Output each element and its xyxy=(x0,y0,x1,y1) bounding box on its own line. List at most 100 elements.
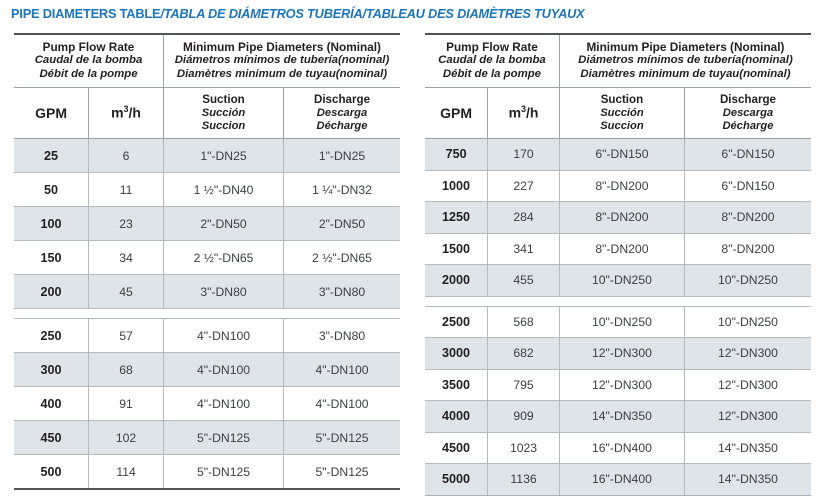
cell-discharge: 2 ½"-DN65 xyxy=(283,241,400,274)
table-row: 150 34 2 ½"-DN65 2 ½"-DN65 xyxy=(14,241,400,275)
table-row: 1500 341 8"-DN200 8"-DN200 xyxy=(425,233,811,265)
cell-discharge: 14"-DN350 xyxy=(683,432,811,463)
cell-m3h: 45 xyxy=(88,275,163,308)
cell-m3h: 91 xyxy=(88,387,163,420)
cell-m3h: 102 xyxy=(88,421,163,454)
cell-suction: 12"-DN300 xyxy=(558,338,684,369)
cell-m3h: 34 xyxy=(88,241,163,274)
cell-gpm: 750 xyxy=(445,147,467,162)
cell-gpm: 150 xyxy=(40,250,62,265)
cell-discharge: 10"-DN250 xyxy=(683,306,811,337)
cell-discharge: 10"-DN250 xyxy=(683,265,811,296)
table-section: 2500 568 10"-DN250 10"-DN250 3000 682 12"-DN30… xyxy=(425,306,811,495)
cell-discharge: 3"-DN80 xyxy=(283,319,400,352)
cell-discharge: 6"-DN150 xyxy=(683,170,811,201)
cell-suction: 4"-DN100 xyxy=(162,353,283,386)
header-pump-flow-rate: Pump Flow Rate Caudal de la bomba Débit … xyxy=(34,39,143,81)
cell-gpm: 450 xyxy=(40,430,62,445)
table-row: 450 102 5"-DN125 5"-DN125 xyxy=(14,421,400,455)
table-row: 1000 227 8"-DN200 6"-DN150 xyxy=(425,170,811,202)
cell-discharge: 4"-DN100 xyxy=(283,353,400,386)
cell-gpm: 1500 xyxy=(442,241,471,256)
header-gpm: GPM xyxy=(35,104,67,121)
page-title-fr: TABLEAU DES DIAMÈTRES TUYAUX xyxy=(365,6,585,21)
header-suction: Suction Succión Succion xyxy=(162,88,283,138)
cell-m3h: 682 xyxy=(487,338,559,369)
cell-suction: 12"-DN300 xyxy=(558,369,684,400)
table-row: 250 57 4"-DN100 3"-DN80 xyxy=(14,319,400,353)
cell-suction: 2"-DN50 xyxy=(162,207,283,240)
cell-m3h: 341 xyxy=(487,233,559,264)
cell-m3h: 909 xyxy=(487,401,559,432)
cell-suction: 16"-DN400 xyxy=(558,432,684,463)
table-header-columns: GPM m3/h Suction Succión Succion Dischar… xyxy=(425,88,811,139)
cell-gpm: 3500 xyxy=(442,377,471,392)
table-row: 500 114 5"-DN125 5"-DN125 xyxy=(14,455,400,488)
table-row: 400 91 4"-DN100 4"-DN100 xyxy=(14,387,400,421)
section-gap xyxy=(14,309,400,319)
cell-suction: 10"-DN250 xyxy=(558,265,684,296)
cell-m3h: 170 xyxy=(487,139,559,170)
table-section: 250 57 4"-DN100 3"-DN80 300 68 4"-DN100 4"-DN10… xyxy=(14,319,400,488)
header-suction: Suction Succión Succion xyxy=(558,88,684,138)
cell-discharge: 1 ¼"-DN32 xyxy=(283,173,400,206)
cell-suction: 5"-DN125 xyxy=(162,421,283,454)
cell-m3h: 455 xyxy=(487,265,559,296)
cell-suction: 8"-DN200 xyxy=(558,233,684,264)
header-discharge: Discharge Descarga Décharge xyxy=(283,88,400,138)
cell-suction: 2 ½"-DN65 xyxy=(162,241,283,274)
cell-gpm: 500 xyxy=(40,464,62,479)
header-discharge: Discharge Descarga Décharge xyxy=(683,88,811,138)
cell-discharge: 8"-DN200 xyxy=(683,233,811,264)
page-title: PIPE DIAMETERS TABLE/TABLA DE DIÁMETROS … xyxy=(11,6,585,21)
table-row: 4000 909 14"-DN350 12"-DN300 xyxy=(425,401,811,433)
cell-discharge: 12"-DN300 xyxy=(683,369,811,400)
table-section: 25 6 1"-DN25 1"-DN25 50 11 1 ½"-DN40 1 ¼"-DN32 1… xyxy=(14,139,400,309)
cell-discharge: 4"-DN100 xyxy=(283,387,400,420)
table-row: 1250 284 8"-DN200 8"-DN200 xyxy=(425,202,811,234)
table-row: 50 11 1 ½"-DN40 1 ¼"-DN32 xyxy=(14,173,400,207)
header-m3h: m3/h xyxy=(487,88,559,138)
cell-gpm: 50 xyxy=(44,182,59,197)
header-pump-flow-rate: Pump Flow Rate Caudal de la bomba Débit … xyxy=(438,39,546,81)
header-m3h: m3/h xyxy=(88,88,163,138)
cell-suction: 8"-DN200 xyxy=(558,170,684,201)
cell-gpm: 200 xyxy=(40,284,62,299)
table-section: 750 170 6"-DN150 6"-DN150 1000 227 8"-DN200 6"-… xyxy=(425,139,811,297)
cell-suction: 6"-DN150 xyxy=(558,139,684,170)
cell-gpm: 3000 xyxy=(442,346,471,361)
cell-discharge: 2"-DN50 xyxy=(283,207,400,240)
table-row: 3000 682 12"-DN300 12"-DN300 xyxy=(425,338,811,370)
cell-gpm: 400 xyxy=(40,396,62,411)
cell-gpm: 4000 xyxy=(442,409,471,424)
cell-suction: 4"-DN100 xyxy=(162,319,283,352)
cell-m3h: 227 xyxy=(487,170,559,201)
cell-m3h: 11 xyxy=(88,173,163,206)
cell-gpm: 100 xyxy=(40,216,62,231)
cell-suction: 10"-DN250 xyxy=(558,306,684,337)
cell-discharge: 3"-DN80 xyxy=(283,275,400,308)
table-row: 2500 568 10"-DN250 10"-DN250 xyxy=(425,306,811,338)
cell-suction: 3"-DN80 xyxy=(162,275,283,308)
cell-gpm: 1000 xyxy=(442,178,471,193)
header-min-pipe-diameters: Minimum Pipe Diameters (Nominal) Diámetr… xyxy=(162,35,400,87)
cell-discharge: 12"-DN300 xyxy=(683,401,811,432)
cell-gpm: 2500 xyxy=(442,314,471,329)
cell-discharge: 14"-DN350 xyxy=(683,464,811,495)
cell-m3h: 23 xyxy=(88,207,163,240)
table-row: 300 68 4"-DN100 4"-DN100 xyxy=(14,353,400,387)
cell-gpm: 250 xyxy=(40,328,62,343)
table-row: 5000 1136 16"-DN400 14"-DN350 xyxy=(425,464,811,495)
table-row: 25 6 1"-DN25 1"-DN25 xyxy=(14,139,400,173)
cell-m3h: 6 xyxy=(88,139,163,172)
header-gpm: GPM xyxy=(440,104,473,121)
cell-m3h: 1136 xyxy=(487,464,559,495)
cell-discharge: 12"-DN300 xyxy=(683,338,811,369)
table-row: 2000 455 10"-DN250 10"-DN250 xyxy=(425,265,811,297)
table-row: 4500 1023 16"-DN400 14"-DN350 xyxy=(425,432,811,464)
cell-suction: 1 ½"-DN40 xyxy=(162,173,283,206)
cell-discharge: 1"-DN25 xyxy=(283,139,400,172)
table-row: 3500 795 12"-DN300 12"-DN300 xyxy=(425,369,811,401)
cell-discharge: 5"-DN125 xyxy=(283,421,400,454)
cell-m3h: 795 xyxy=(487,369,559,400)
